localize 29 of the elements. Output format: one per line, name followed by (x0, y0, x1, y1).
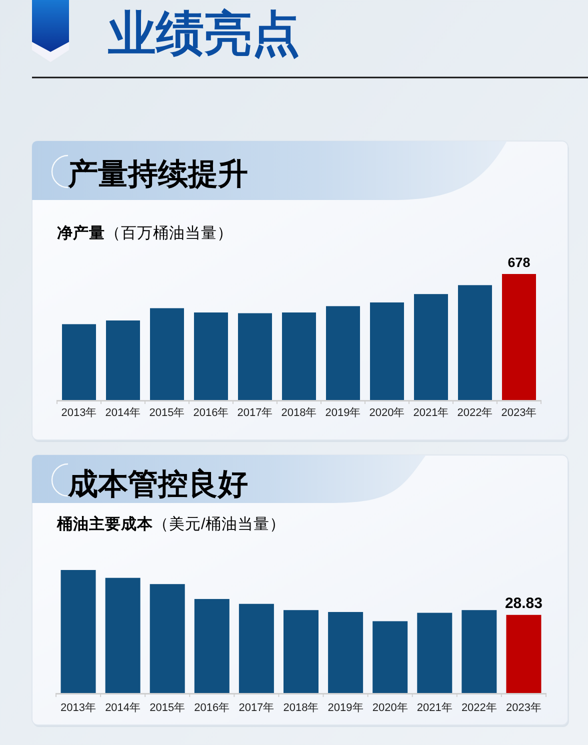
x-tick-label: 2017年 (237, 407, 273, 419)
x-tick-label: 2014年 (105, 702, 141, 714)
x-tick-label: 2013年 (60, 702, 96, 714)
x-tick-label: 2021年 (416, 702, 452, 714)
x-tick-label: 2014年 (105, 407, 141, 419)
x-tick-label: 2023年 (501, 407, 537, 419)
x-tick-label: 2020年 (372, 702, 408, 714)
x-tick-label: 2016年 (194, 702, 230, 714)
chart-subtitle: 净产量（百万桶油当量） (57, 224, 233, 242)
x-tick-label: 2015年 (150, 702, 186, 714)
x-tick-label: 2021年 (413, 407, 449, 419)
x-tick-label: 2018年 (281, 407, 317, 419)
x-tick-label: 2013年 (61, 407, 97, 419)
x-tick-label: 2019年 (325, 407, 361, 419)
x-tick-label: 2022年 (457, 407, 493, 419)
x-tick-label: 2019年 (328, 702, 364, 714)
x-tick-label: 2020年 (369, 407, 405, 419)
chart-title: 成本管控良好 (67, 467, 248, 501)
x-tick-label: 2023年 (506, 702, 542, 714)
x-tick-label: 2015年 (149, 407, 185, 419)
x-tick-label: 2018年 (283, 702, 319, 714)
x-tick-label: 2017年 (238, 702, 274, 714)
text: 业绩亮点 (107, 8, 300, 61)
chart-subtitle: 桶油主要成本（美元/桶油当量） (56, 514, 286, 533)
chart-title: 产量持续提升 (67, 158, 248, 191)
x-tick-label: 2016年 (193, 407, 229, 419)
data-label: 28.83 (504, 594, 542, 612)
x-tick-label: 2022年 (461, 702, 497, 714)
data-label: 678 (508, 255, 531, 270)
